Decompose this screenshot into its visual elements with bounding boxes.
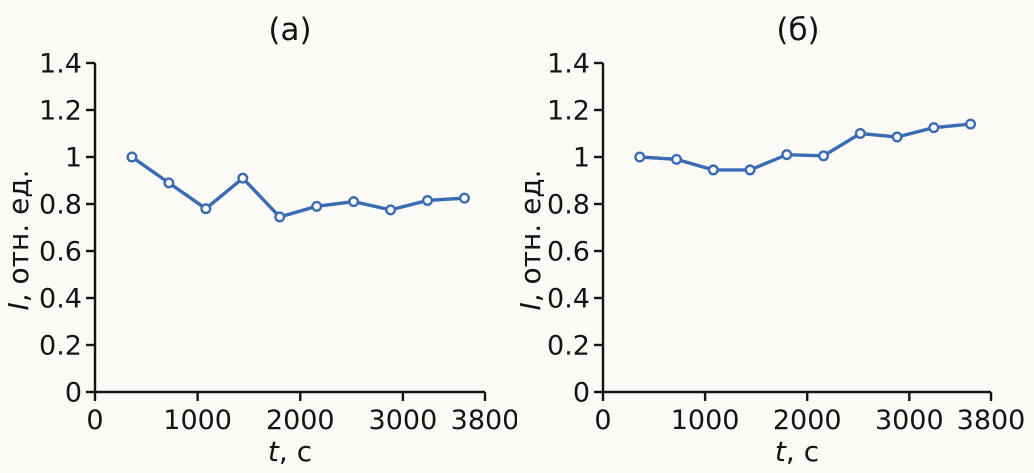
data-point xyxy=(348,196,360,208)
y-tick-label: 0.6 xyxy=(39,237,82,268)
y-tick-label: 0.8 xyxy=(39,190,82,221)
data-point xyxy=(274,211,286,223)
data-point xyxy=(200,203,212,215)
data-point xyxy=(458,192,470,204)
data-point xyxy=(163,177,175,189)
x-axis-label: t, с xyxy=(775,435,819,468)
x-tick-label: 2000 xyxy=(266,405,335,436)
x-tick-label: 3800 xyxy=(451,405,517,436)
axes-a: 0 1000 2000 3000 3800 0 0.2 0.4 0.6 0.8 1 1.2 1.4 t, … xyxy=(2,49,517,469)
data-point xyxy=(634,151,646,163)
y-tick-label: 1.4 xyxy=(39,49,82,80)
data-point xyxy=(928,122,940,134)
y-tick-label: 0.2 xyxy=(39,331,82,362)
data-point xyxy=(744,164,756,176)
x-tick-label: 1000 xyxy=(163,405,232,436)
series-line xyxy=(639,122,971,172)
y-tick-label: 0 xyxy=(573,378,590,409)
y-tick-label: 1.4 xyxy=(547,49,590,80)
y-tick-label: 0.4 xyxy=(547,284,590,315)
axis-spines xyxy=(93,63,485,394)
line-chart-a: (а) 0 1000 2000 3000 3800 0 0.2 0.4 0.6 0.8 1 1.2 1.… xyxy=(2,12,517,469)
x-tick-label: 3000 xyxy=(875,405,944,436)
chart-title-a: (а) xyxy=(268,12,311,48)
y-tick-label: 0 xyxy=(65,378,82,409)
data-point xyxy=(126,151,138,163)
data-point xyxy=(311,200,323,212)
axes-b: 0 1000 2000 3000 3800 0 0.2 0.4 0.6 0.8 1 1.2 1.4 t, … xyxy=(517,49,1025,469)
x-tick-label: 1000 xyxy=(671,405,740,436)
data-point xyxy=(854,127,866,139)
y-tick-label: 0.8 xyxy=(547,190,590,221)
y-axis-label: I, отн. ед. xyxy=(517,169,547,310)
line-chart-b: (б) 0 1000 2000 3000 3800 0 0.2 0.4 0.6 0.8 1 1.2 1.… xyxy=(517,12,1025,469)
y-tick-label: 0.2 xyxy=(547,331,590,362)
data-point xyxy=(707,164,719,176)
x-tick-label: 3000 xyxy=(369,405,438,436)
axis-spines xyxy=(601,63,991,394)
chart-title-b: (б) xyxy=(776,12,819,48)
y-tick-label: 1 xyxy=(573,143,590,174)
y-tick-label: 0.4 xyxy=(39,284,82,315)
data-point xyxy=(671,153,683,165)
chart-panel-a: (а) 0 1000 2000 3000 3800 0 0.2 0.4 0.6 0.8 1 1.2 1.… xyxy=(2,12,517,469)
series-line xyxy=(130,155,465,219)
chart-panel-b: (б) 0 1000 2000 3000 3800 0 0.2 0.4 0.6 0.8 1 1.2 1.… xyxy=(517,0,1034,473)
y-tick-label: 1.2 xyxy=(547,96,590,127)
data-point xyxy=(891,131,903,143)
data-point xyxy=(965,118,977,130)
data-point xyxy=(422,194,434,206)
y-tick-label: 1.2 xyxy=(39,96,82,127)
y-tick-label: 0.6 xyxy=(547,237,590,268)
x-tick-label: 2000 xyxy=(773,405,842,436)
data-point xyxy=(781,149,793,161)
x-tick-label: 0 xyxy=(86,405,103,436)
y-tick-label: 1 xyxy=(65,143,82,174)
x-tick-label: 0 xyxy=(594,405,611,436)
data-point xyxy=(818,150,830,162)
data-point xyxy=(237,172,249,184)
data-point xyxy=(385,204,397,216)
x-tick-label: 3800 xyxy=(957,405,1026,436)
y-axis-label: I, отн. ед. xyxy=(2,169,35,310)
x-axis-label: t, с xyxy=(268,435,312,468)
